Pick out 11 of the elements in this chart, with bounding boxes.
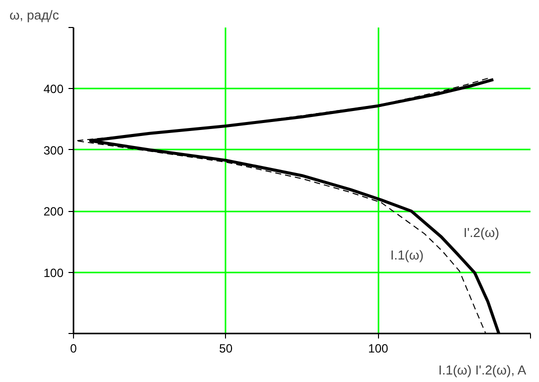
y-tick-label: 200: [43, 204, 64, 219]
y-tick-label: 400: [43, 82, 64, 96]
y-tick-label: 300: [43, 143, 64, 158]
x-tick-label: 100: [368, 342, 389, 356]
annotation: I.1(ω): [390, 248, 424, 263]
x-tick-label: 50: [219, 342, 233, 356]
annotation: I'.2(ω): [463, 225, 500, 240]
y-tick-label: 100: [43, 266, 64, 280]
x-tick-label: 0: [70, 342, 78, 356]
x-axis-title: I.1(ω) I'.2(ω), A: [438, 362, 526, 378]
y-axis-title: ω, рад/с: [10, 8, 60, 22]
